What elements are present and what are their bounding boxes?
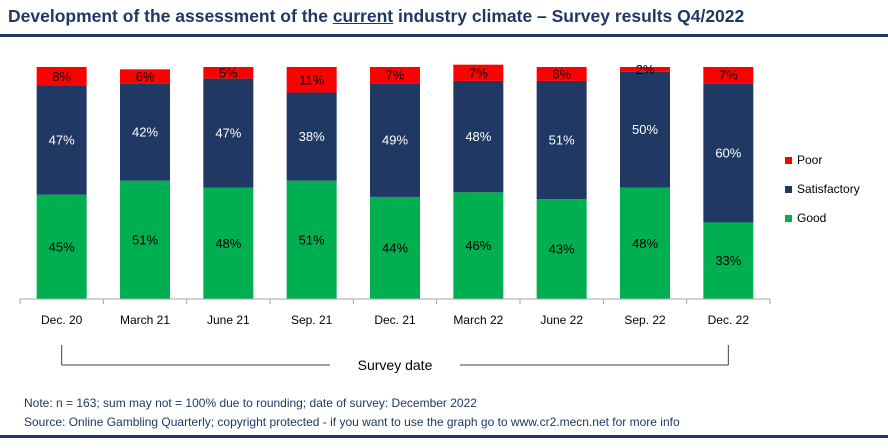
- bar-satisfactory-4: [286, 92, 337, 181]
- bar-poor-7: [536, 67, 587, 81]
- x-tick-label-8: Sep. 22: [624, 313, 666, 327]
- bar-label-poor-7: 6%: [552, 66, 571, 81]
- bar-label-good-7: 43%: [549, 242, 575, 257]
- bar-label-poor-9: 7%: [719, 68, 738, 83]
- bar-satisfactory-7: [536, 80, 587, 200]
- x-tick-label-3: June 21: [207, 313, 250, 327]
- bar-label-poor-6: 7%: [469, 65, 488, 80]
- bar-good-3: [203, 187, 254, 299]
- bar-label-satisfactory-2: 42%: [132, 124, 158, 139]
- bar-good-8: [620, 187, 670, 299]
- legend-swatch-good: [785, 215, 792, 222]
- bar-poor-9: [703, 67, 754, 84]
- source-note: Source: Online Gambling Quarterly; copyr…: [24, 415, 680, 429]
- bar-good-1: [36, 194, 87, 299]
- bar-label-poor-1: 8%: [52, 69, 71, 84]
- title-divider: [0, 34, 888, 37]
- legend-label-poor: Poor: [797, 153, 822, 167]
- bar-satisfactory-5: [370, 83, 420, 197]
- bar-label-good-9: 33%: [715, 253, 741, 268]
- footer-divider: [0, 435, 888, 438]
- x-axis-title: Survey date: [358, 357, 433, 373]
- bar-good-2: [120, 180, 170, 299]
- bar-label-good-4: 51%: [299, 232, 325, 247]
- bar-poor-1: [36, 67, 87, 86]
- bar-satisfactory-8: [620, 71, 670, 188]
- bar-good-7: [536, 199, 587, 299]
- legend-label-satisfactory: Satisfactory: [797, 182, 860, 196]
- bar-good-4: [286, 180, 337, 299]
- bar-poor-8: [620, 67, 670, 72]
- bar-label-good-8: 48%: [632, 236, 658, 251]
- bar-label-satisfactory-3: 47%: [215, 126, 241, 141]
- bar-poor-3: [203, 67, 254, 79]
- title-text: Development of the assessment of the: [8, 6, 333, 26]
- legend-label-good: Good: [797, 211, 826, 225]
- page-title: Development of the assessment of the cur…: [8, 6, 744, 27]
- bar-poor-4: [286, 67, 337, 93]
- bar-label-satisfactory-1: 47%: [49, 133, 75, 148]
- bar-poor-6: [453, 64, 504, 81]
- x-tick-label-5: Dec. 21: [374, 313, 416, 327]
- x-tick-label-2: March 21: [120, 313, 170, 327]
- bar-poor-2: [120, 69, 170, 84]
- bar-satisfactory-3: [203, 78, 254, 188]
- x-tick-label-6: March 22: [453, 313, 503, 327]
- bar-label-good-5: 44%: [382, 240, 408, 255]
- bar-label-good-2: 51%: [132, 232, 158, 247]
- bar-label-satisfactory-8: 50%: [632, 122, 658, 137]
- bar-good-6: [453, 192, 504, 299]
- bar-satisfactory-6: [453, 80, 504, 193]
- title-suffix: industry climate – Survey results Q4/202…: [393, 6, 745, 26]
- bar-label-good-1: 45%: [49, 239, 75, 254]
- bar-label-satisfactory-5: 49%: [382, 133, 408, 148]
- x-tick-label-1: Dec. 20: [41, 313, 83, 327]
- x-tick-label-7: June 22: [540, 313, 583, 327]
- bar-good-5: [370, 196, 420, 299]
- bar-label-poor-4: 11%: [299, 72, 324, 87]
- stacked-bar-chart: 45% 47% 8% 51% 42% 6% 48% 47% 5% 51% 38% 11% 44% 49% 7…: [19, 62, 860, 373]
- bar-poor-5: [370, 67, 420, 84]
- x-tick-label-9: Dec. 22: [708, 313, 750, 327]
- bar-label-good-3: 48%: [215, 236, 241, 251]
- bar-satisfactory-1: [36, 85, 87, 195]
- survey-note: Note: n = 163; sum may not = 100% due to…: [24, 396, 477, 410]
- bar-label-poor-2: 6%: [136, 69, 155, 84]
- bar-label-poor-5: 7%: [386, 68, 405, 83]
- legend-swatch-satisfactory: [785, 186, 792, 193]
- bar-label-satisfactory-9: 60%: [715, 145, 741, 160]
- x-tick-label-4: Sep. 21: [291, 313, 333, 327]
- bar-label-poor-8: 2%: [636, 62, 655, 77]
- bar-label-poor-3: 5%: [219, 65, 238, 80]
- bar-label-satisfactory-4: 38%: [299, 129, 325, 144]
- bar-label-satisfactory-6: 48%: [465, 129, 491, 144]
- title-underlined-word: current: [332, 6, 394, 26]
- bar-satisfactory-2: [120, 83, 170, 181]
- bar-label-satisfactory-7: 51%: [549, 133, 575, 148]
- legend-swatch-poor: [785, 157, 792, 164]
- bar-satisfactory-9: [703, 83, 754, 223]
- bar-label-good-6: 46%: [465, 238, 491, 253]
- bar-good-9: [703, 222, 754, 299]
